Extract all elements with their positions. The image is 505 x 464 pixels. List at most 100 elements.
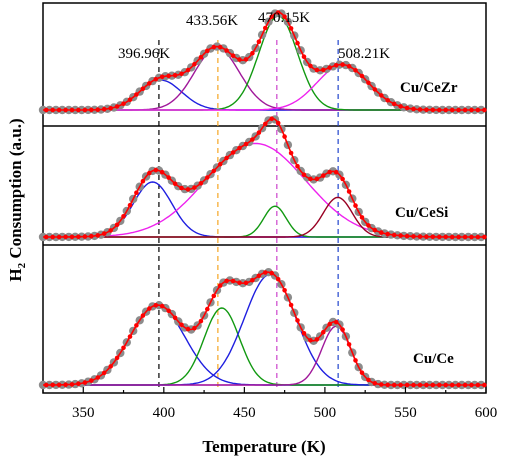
envelope-marker <box>269 116 275 121</box>
envelope-marker <box>134 92 139 97</box>
envelope-marker <box>417 382 423 388</box>
envelope-marker <box>134 190 139 195</box>
envelope-marker <box>366 223 371 228</box>
envelope-marker <box>469 234 474 240</box>
envelope-marker <box>69 382 75 387</box>
envelope-marker <box>95 375 101 380</box>
envelope-marker <box>282 14 287 20</box>
envelope-marker <box>462 107 468 113</box>
peak-label-3: 470.15K <box>258 10 310 26</box>
envelope-marker <box>411 234 416 239</box>
envelope-marker <box>275 120 281 126</box>
envelope-marker <box>101 106 107 112</box>
envelope-marker <box>192 185 197 190</box>
envelope-marker <box>379 230 384 235</box>
envelope-marker <box>398 382 403 388</box>
envelope-marker <box>308 338 313 343</box>
sample-label-cuceSi: Cu/CeSi <box>395 205 448 221</box>
envelope-marker <box>263 25 268 31</box>
envelope-marker <box>166 73 171 79</box>
envelope-marker <box>217 283 223 288</box>
envelope-marker <box>340 327 345 332</box>
envelope-marker <box>121 345 126 351</box>
peak-label-1: 396.96K <box>118 46 170 62</box>
envelope-marker <box>424 234 429 239</box>
envelope-marker <box>43 107 49 113</box>
envelope-marker <box>211 44 217 50</box>
envelope-marker <box>179 322 184 328</box>
envelope-marker <box>346 342 352 347</box>
envelope-marker <box>443 107 449 113</box>
envelope-marker <box>89 107 94 113</box>
envelope-marker <box>469 107 474 113</box>
envelope-marker <box>127 97 133 102</box>
envelope-marker <box>56 107 62 113</box>
envelope-marker <box>230 150 236 155</box>
envelope-marker <box>359 215 365 220</box>
envelope-marker <box>366 377 371 383</box>
envelope-marker <box>359 370 365 376</box>
envelope-marker <box>82 234 88 239</box>
envelope-marker <box>263 270 268 275</box>
panel-curves <box>38 9 487 390</box>
envelope-marker <box>127 202 133 208</box>
x-tick-label: 450 <box>233 405 256 421</box>
envelope-marker <box>462 234 468 240</box>
envelope-marker <box>114 222 120 228</box>
envelope-marker <box>359 73 365 79</box>
envelope-marker <box>172 73 178 78</box>
fit-peak-2 <box>43 47 486 111</box>
envelope-marker <box>437 382 442 388</box>
envelope-marker <box>404 382 410 388</box>
envelope-marker <box>82 107 88 113</box>
envelope-marker <box>153 303 159 308</box>
envelope-marker <box>56 234 62 240</box>
envelope-marker <box>288 150 294 156</box>
envelope-marker <box>43 382 49 388</box>
envelope-marker <box>308 63 313 69</box>
envelope-marker <box>140 178 146 184</box>
envelope-marker <box>172 315 178 321</box>
envelope-marker <box>288 302 294 308</box>
envelope-marker <box>430 382 436 388</box>
envelope-marker <box>482 234 487 240</box>
envelope-marker <box>121 101 126 106</box>
peak-label-2: 433.56K <box>186 13 238 29</box>
envelope-marker <box>256 130 262 135</box>
envelope-marker <box>398 104 403 109</box>
envelope-marker <box>198 318 204 324</box>
envelope-marker <box>82 380 88 385</box>
envelope-marker <box>404 105 410 111</box>
envelope-marker <box>443 382 449 388</box>
envelope-marker <box>301 54 307 59</box>
envelope-marker <box>250 50 255 56</box>
envelope-marker <box>101 370 107 376</box>
envelope-marker <box>166 175 171 180</box>
envelope-marker <box>179 185 184 191</box>
sample-label-cuceZr: Cu/CeZr <box>400 80 458 96</box>
envelope-marker <box>321 329 326 335</box>
envelope-marker <box>372 227 378 233</box>
envelope-marker <box>372 87 378 92</box>
envelope-marker <box>250 137 255 142</box>
envelope-marker <box>482 107 487 113</box>
envelope-marker <box>89 233 94 239</box>
reference-lines <box>158 40 339 390</box>
peak-label-4: 508.21K <box>338 46 390 62</box>
envelope-marker <box>250 277 255 283</box>
envelope-marker <box>263 121 268 127</box>
envelope-marker <box>314 67 320 73</box>
envelope-marker <box>321 173 326 178</box>
y-axis-title-subscript: 2 <box>16 262 28 268</box>
envelope-marker <box>237 57 242 62</box>
envelope-marker <box>327 321 333 327</box>
envelope-marker <box>63 107 68 113</box>
envelope-marker <box>198 54 204 60</box>
envelope-marker <box>346 64 352 69</box>
envelope-marker <box>346 189 352 194</box>
envelope-marker <box>43 234 49 240</box>
x-tick-label: 350 <box>72 405 95 421</box>
envelope-marker <box>295 318 300 323</box>
envelope-marker <box>256 273 262 279</box>
